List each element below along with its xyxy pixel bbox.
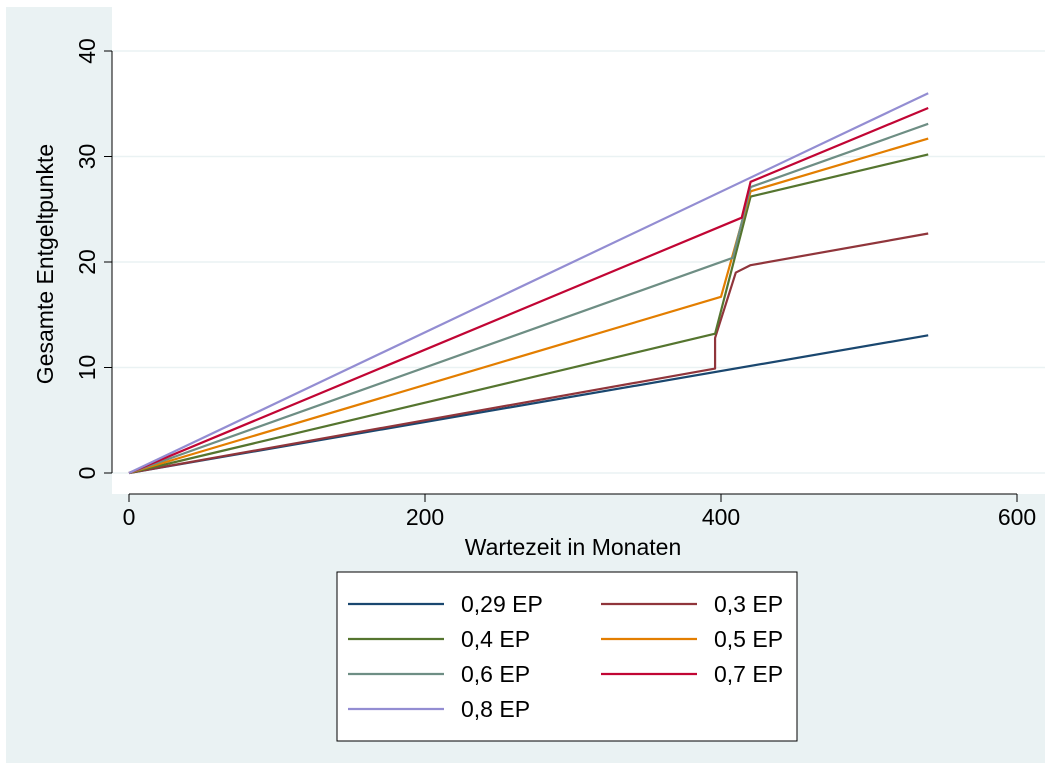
series-line xyxy=(128,106,929,475)
legend-label: 0,4 EP xyxy=(461,626,530,652)
series-line xyxy=(128,153,929,475)
legend-label: 0,3 EP xyxy=(714,591,783,617)
legend-label: 0,8 EP xyxy=(461,696,530,722)
x-tick-label: 200 xyxy=(406,504,444,530)
legend-label: 0,7 EP xyxy=(714,661,783,687)
x-tick-label: 600 xyxy=(998,504,1036,530)
y-tick-label: 10 xyxy=(74,355,100,381)
y-tick-label: 0 xyxy=(74,467,100,480)
y-axis-title: Gesamte Entgeltpunkte xyxy=(32,144,58,384)
plot-area xyxy=(112,7,1045,494)
x-tick-label: 0 xyxy=(123,504,136,530)
legend-label: 0,29 EP xyxy=(461,591,543,617)
y-tick-label: 40 xyxy=(74,38,100,64)
x-tick-label: 400 xyxy=(702,504,740,530)
series-layer xyxy=(128,92,929,475)
grid-layer xyxy=(112,50,1045,474)
series-line xyxy=(128,232,929,475)
legend-label: 0,5 EP xyxy=(714,626,783,652)
chart-background: 0 10 20 30 40 0 200 400 600 Wartezeit in Monaten… xyxy=(6,7,1045,763)
legend: 0,29 EP 0,3 EP 0,4 EP 0,5 EP 0,6 EP 0,7 EP 0,8… xyxy=(336,571,798,742)
y-tick-label: 20 xyxy=(74,249,100,275)
y-tick-label: 30 xyxy=(74,144,100,170)
series-line xyxy=(128,92,929,474)
legend-label: 0,6 EP xyxy=(461,661,530,687)
legend-box xyxy=(336,571,798,742)
series-line xyxy=(128,122,929,475)
x-axis-title: Wartezeit in Monaten xyxy=(465,534,681,560)
